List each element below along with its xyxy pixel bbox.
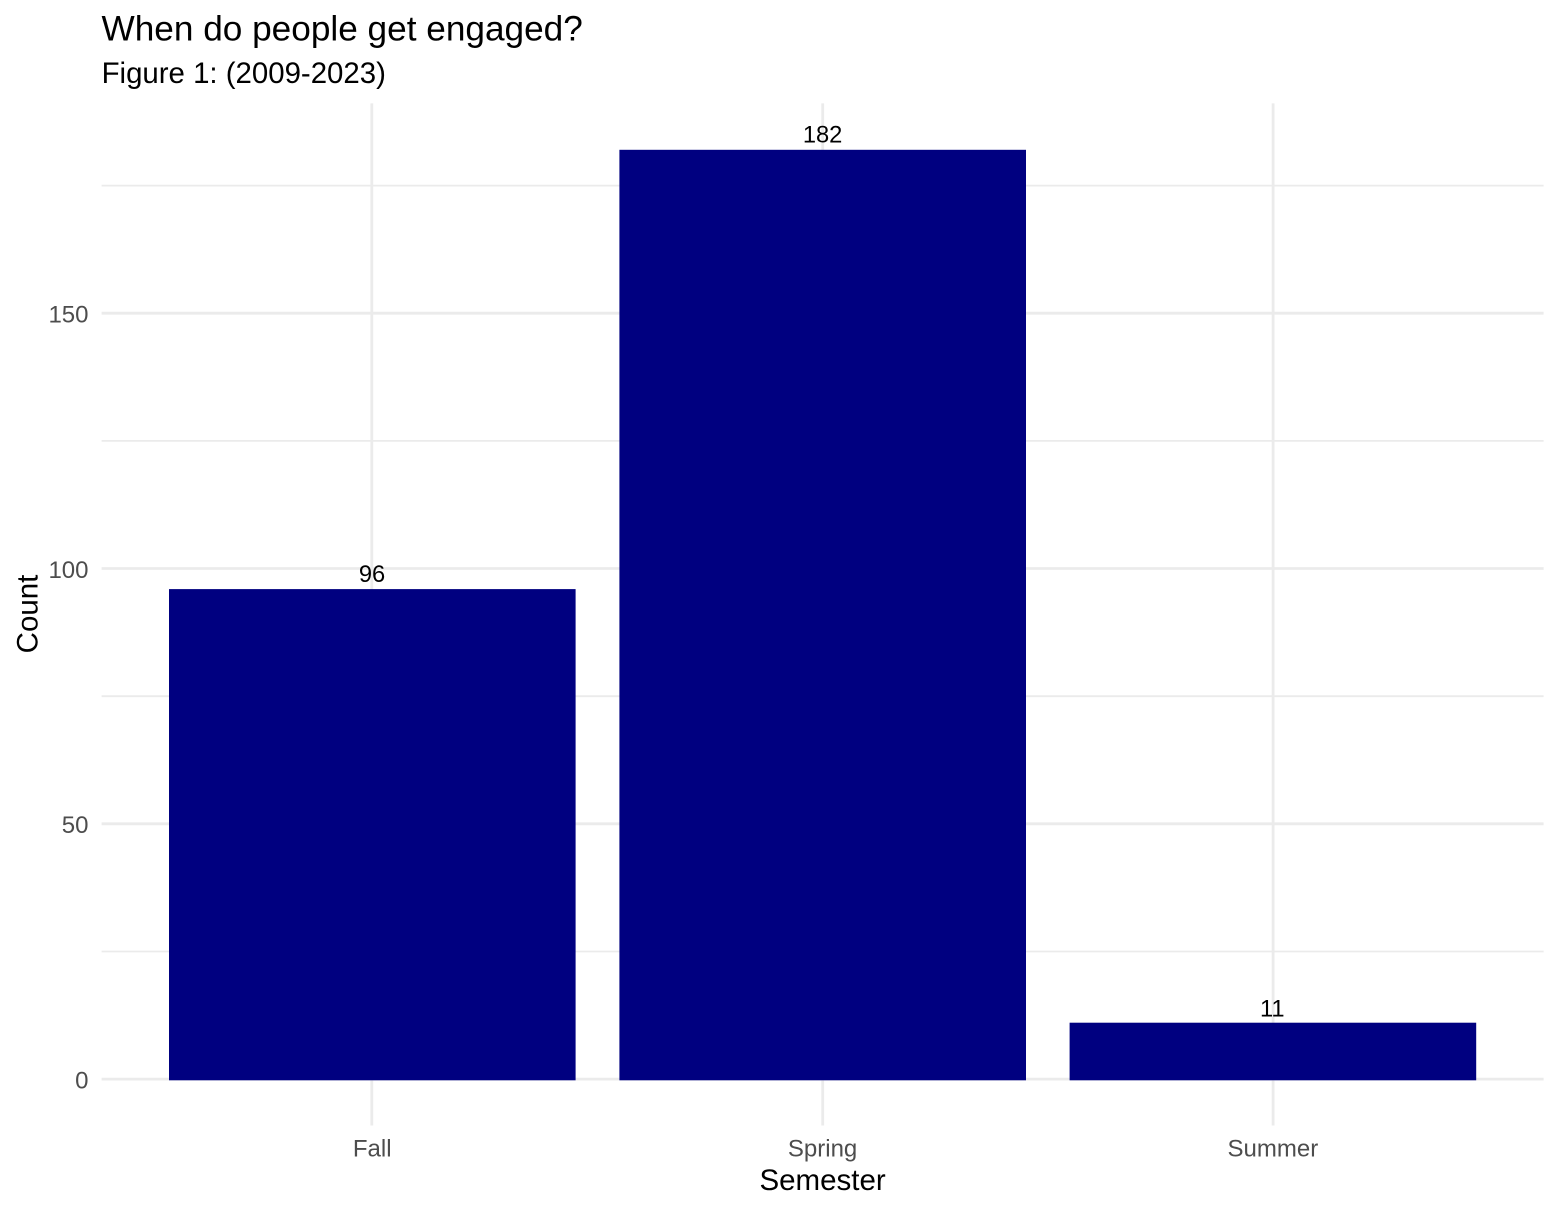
svg-text:Summer: Summer — [1228, 1136, 1319, 1163]
svg-text:Count: Count — [12, 575, 45, 654]
svg-text:When do people get engaged?: When do people get engaged? — [102, 9, 583, 48]
svg-text:Figure 1: (2009-2023): Figure 1: (2009-2023) — [102, 57, 386, 90]
svg-text:11: 11 — [1260, 997, 1285, 1023]
svg-text:150: 150 — [48, 302, 88, 329]
svg-text:Fall: Fall — [353, 1136, 392, 1163]
svg-text:100: 100 — [48, 557, 88, 584]
svg-text:182: 182 — [803, 122, 843, 148]
svg-text:Spring: Spring — [788, 1136, 857, 1163]
svg-text:50: 50 — [62, 812, 89, 839]
svg-text:96: 96 — [359, 562, 385, 588]
svg-text:0: 0 — [75, 1068, 88, 1095]
svg-text:Semester: Semester — [759, 1164, 885, 1197]
